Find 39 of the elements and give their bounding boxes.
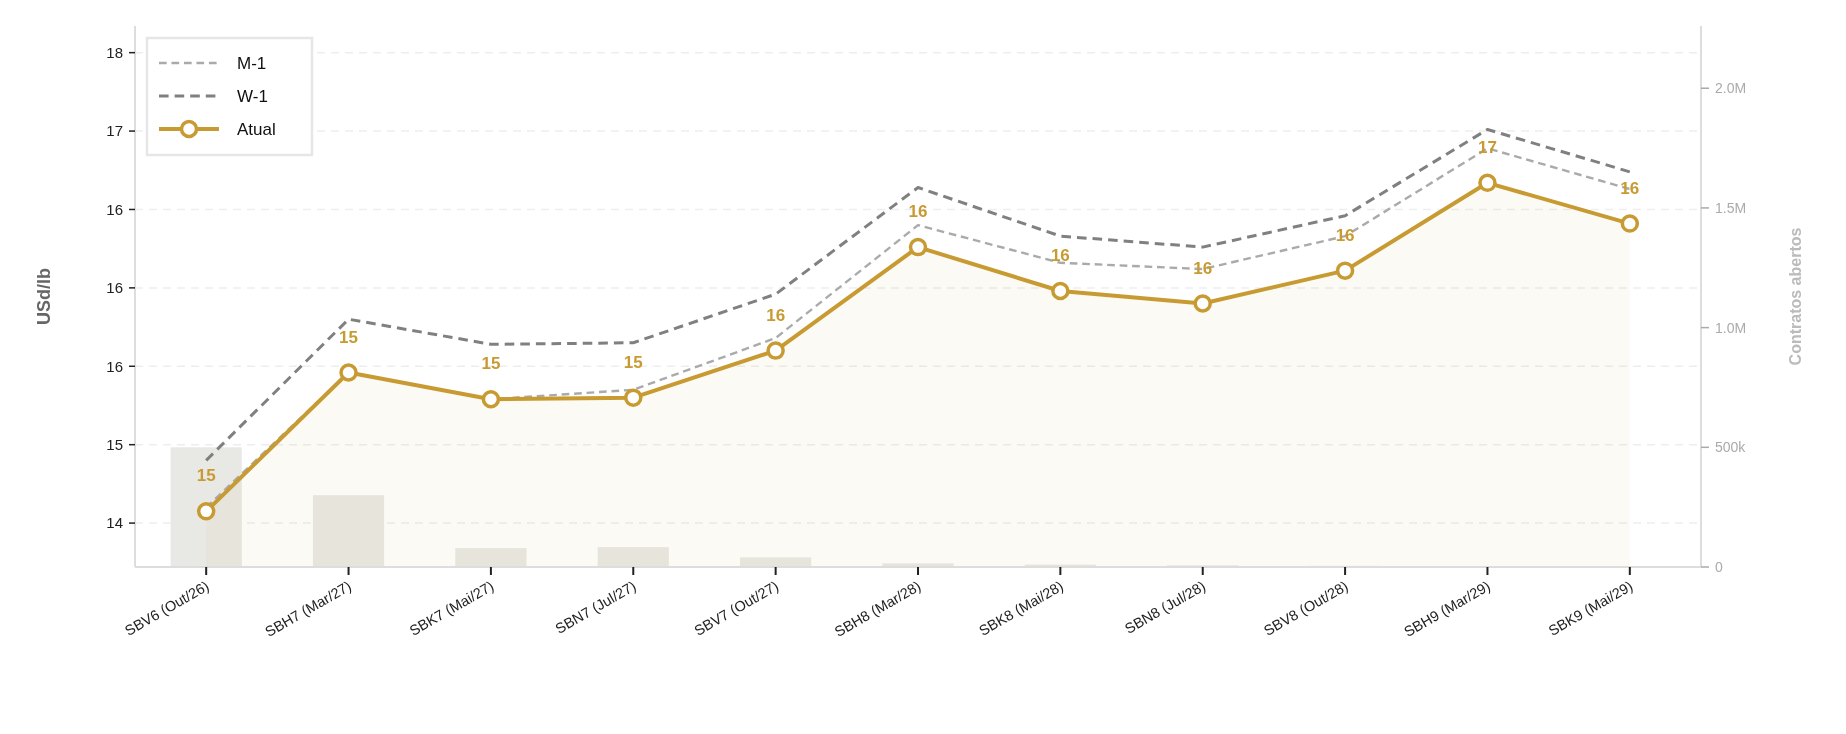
y-tick-label: 14 [106,514,123,532]
data-label: 15 [481,354,501,374]
data-label: 16 [908,202,928,222]
data-label: 15 [339,327,359,347]
y2-tick-label: 1.5M [1715,199,1747,216]
data-label: 15 [623,352,643,372]
data-label: 16 [1620,178,1640,198]
y-tick-label: 16 [106,357,123,375]
y-axis-title: USd/lb [34,268,54,325]
point [1051,281,1070,301]
data-label: 16 [1050,246,1070,266]
data-label: 17 [1477,137,1497,157]
data-label: 16 [1335,225,1355,245]
y-tick-label: 17 [106,122,123,140]
y2-axis-title: Contratos abertos [1787,227,1804,366]
point [196,502,216,521]
y-tick-label: 15 [106,435,123,453]
point [1478,173,1497,193]
y2-tick-label: 2.0M [1715,80,1747,97]
point [1335,261,1355,280]
legend-label: W-1 [237,86,268,106]
y2-tick-label: 0 [1715,558,1723,575]
y-tick-label: 18 [106,43,123,61]
y-tick-label: 16 [106,200,123,218]
y2-tick-label: 500k [1715,439,1747,456]
point [908,237,928,257]
data-label: 16 [1193,258,1213,278]
point [766,341,785,360]
point [481,389,501,409]
legend-label: Atual [237,119,276,139]
data-label: 16 [766,305,786,325]
legend-label: M-1 [237,53,267,73]
data-label: 15 [196,466,216,486]
point [624,388,643,407]
point [1193,294,1212,313]
y-tick-label: 16 [106,279,123,297]
point [339,363,358,382]
y2-tick-label: 1.0M [1715,319,1747,336]
point [1620,214,1640,233]
